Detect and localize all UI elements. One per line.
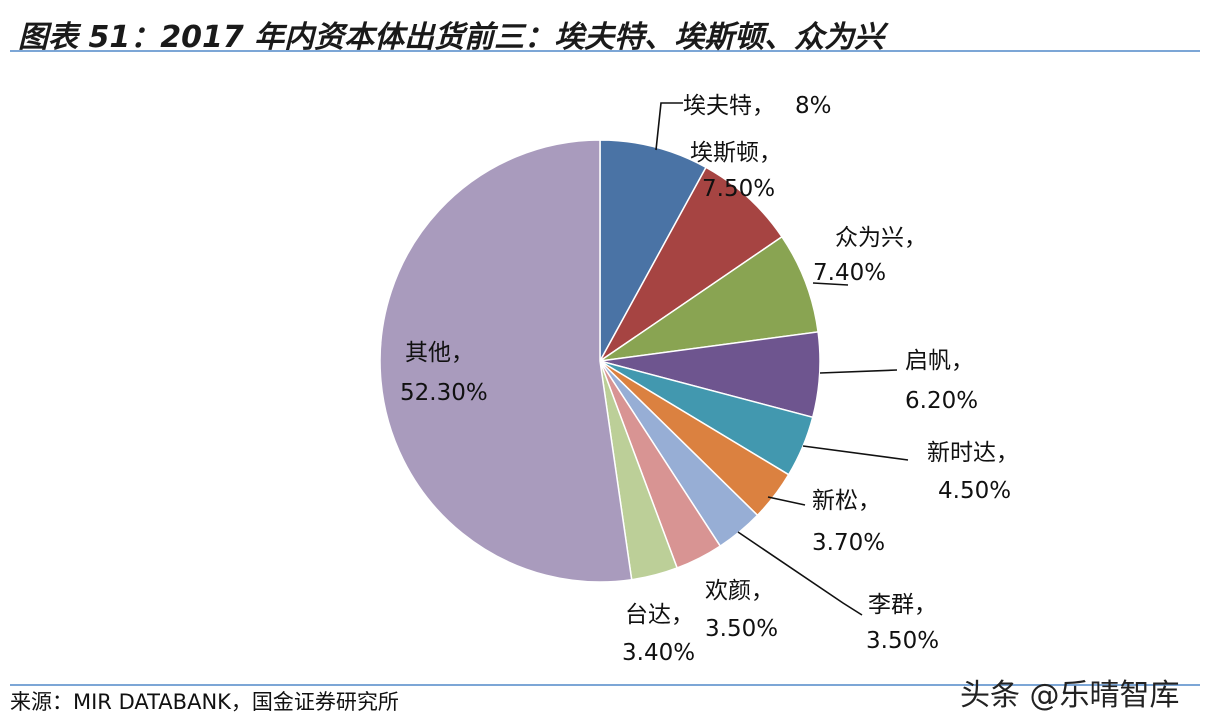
- slice-label-name-3: 众为兴，: [835, 225, 927, 251]
- slice-label-name-6: 新松，: [812, 488, 881, 514]
- pie-slices: [379, 139, 821, 583]
- slice-label-name-1: 埃夫特，: [683, 93, 775, 119]
- slice-label-name-2: 埃斯顿，: [690, 140, 782, 166]
- pie-slice-10: [379, 139, 633, 583]
- pie-slice-1: [599, 139, 708, 362]
- footer-rule: [10, 684, 1200, 686]
- slice-label-name-5: 新时达，: [927, 440, 1019, 466]
- pie-slice-3: [599, 235, 819, 362]
- chart-title-bar: 图表 51：2017 年内资本体出货前三：埃夫特、埃斯顿、众为兴: [10, 6, 1200, 55]
- slice-label-name-7: 李群，: [868, 592, 937, 618]
- slice-label-value-7: 3.50%: [866, 628, 939, 654]
- leader-line-3: [812, 282, 849, 286]
- slice-label-name-9: 台达，: [625, 602, 694, 628]
- slice-label-value-1: 8%: [795, 93, 832, 119]
- leader-line-7: [737, 531, 863, 616]
- slice-label-value-9: 3.40%: [622, 640, 695, 666]
- pie-slice-2: [599, 166, 783, 362]
- leader-line-1: [655, 102, 683, 151]
- slice-label-value-2: 7.50%: [702, 176, 775, 202]
- slice-label-value-5: 4.50%: [938, 478, 1011, 504]
- leader-line-5: [802, 445, 909, 461]
- watermark: 头条 @乐晴智库: [960, 678, 1180, 713]
- slice-label-name-10: 其他，: [405, 340, 474, 366]
- slice-label-value-10: 52.30%: [400, 380, 488, 406]
- leader-line-6: [767, 496, 806, 506]
- chart-title: 图表 51：2017 年内资本体出货前三：埃夫特、埃斯顿、众为兴: [18, 20, 885, 55]
- slice-label-name-8: 欢颜，: [705, 578, 774, 604]
- slice-label-value-8: 3.50%: [705, 616, 778, 642]
- slice-labels: 埃夫特， 8% 埃斯顿， 7.50% 众为兴， 7.40% 启帆， 6.20% 新时达， 4.50…: [400, 93, 1019, 666]
- slice-label-value-3: 7.40%: [813, 260, 886, 286]
- slice-label-value-6: 3.70%: [812, 530, 885, 556]
- slice-label-name-4: 启帆，: [905, 348, 974, 374]
- slice-label-value-4: 6.20%: [905, 388, 978, 414]
- leader-line-4: [819, 369, 898, 374]
- source-note: 来源：MIR DATABANK，国金证券研究所: [10, 690, 399, 714]
